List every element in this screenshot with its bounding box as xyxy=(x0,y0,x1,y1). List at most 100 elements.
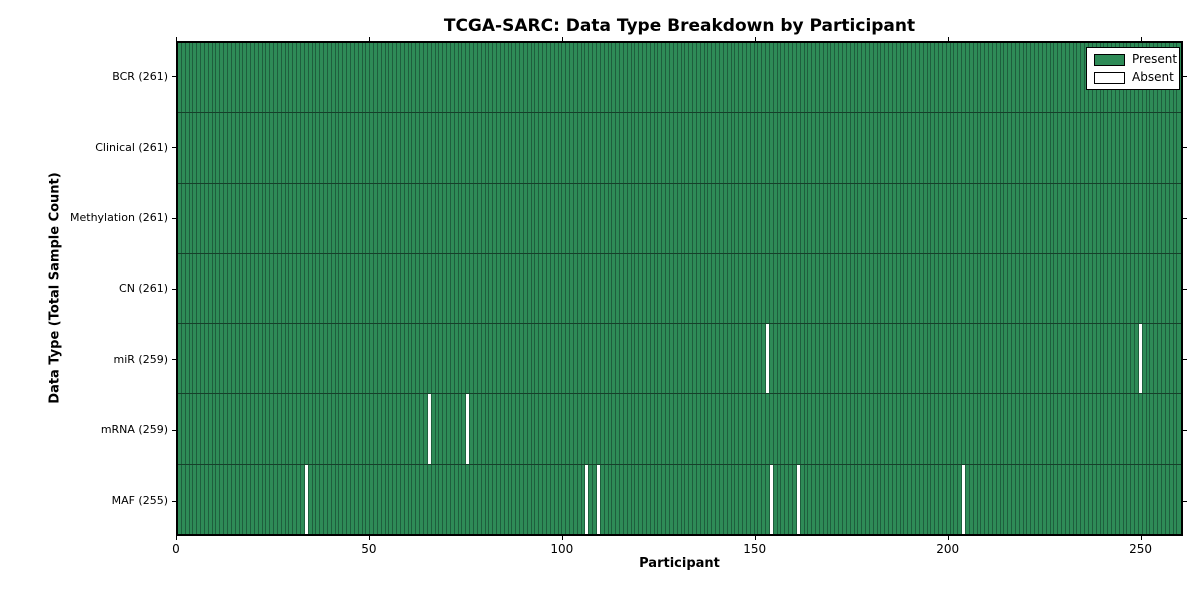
heatmap-cell-present xyxy=(758,324,763,394)
heatmap-cell-present xyxy=(581,394,586,464)
heatmap-cell-present xyxy=(600,113,605,183)
heatmap-cell-present xyxy=(942,464,947,534)
heatmap-cell-present xyxy=(800,394,805,464)
heatmap-cell-present xyxy=(877,113,882,183)
heatmap-cell-present xyxy=(1023,394,1028,464)
heatmap-cell-present xyxy=(658,464,663,534)
heatmap-cell-present xyxy=(1142,324,1147,394)
heatmap-cell-present xyxy=(466,253,471,324)
y-tick-label: Methylation (261) xyxy=(70,211,168,225)
heatmap-cell-present xyxy=(235,113,240,183)
heatmap-cell-present xyxy=(696,324,701,394)
heatmap-cell-present xyxy=(954,253,959,324)
heatmap-cell-present xyxy=(681,113,686,183)
heatmap-cell-present xyxy=(420,324,424,394)
heatmap-cell-present xyxy=(916,464,920,534)
heatmap-cell-present xyxy=(1073,324,1078,394)
heatmap-cell-present xyxy=(1004,394,1009,464)
heatmap-cell-present xyxy=(850,394,855,464)
heatmap-cell-present xyxy=(919,43,924,113)
heatmap-cell-present xyxy=(777,43,782,113)
heatmap-cell-present xyxy=(916,183,920,253)
x-tick-top xyxy=(176,37,177,41)
heatmap-cell-present xyxy=(581,324,586,394)
heatmap-cell-present xyxy=(397,253,401,324)
heatmap-cell-present xyxy=(989,253,993,324)
heatmap-cell-present xyxy=(981,183,986,253)
heatmap-cell-present xyxy=(504,394,509,464)
heatmap-cell-present xyxy=(1023,113,1028,183)
heatmap-cell-present xyxy=(796,253,801,324)
heatmap-cell-present xyxy=(281,183,286,253)
heatmap-cell-present xyxy=(1142,253,1147,324)
heatmap-cell-present xyxy=(523,394,528,464)
heatmap-cell-present xyxy=(612,43,617,113)
heatmap-cell-present xyxy=(400,324,405,394)
heatmap-cell-present xyxy=(1127,113,1132,183)
heatmap-cell-present xyxy=(596,113,601,183)
heatmap-cell-present xyxy=(835,113,840,183)
heatmap-cell-present xyxy=(370,324,375,394)
heatmap-cell-present xyxy=(596,394,601,464)
heatmap-cell-present xyxy=(1096,113,1101,183)
heatmap-cell-present xyxy=(1112,394,1116,464)
heatmap-cell-present xyxy=(254,464,259,534)
heatmap-cell-present xyxy=(743,113,747,183)
heatmap-cell-present xyxy=(500,253,505,324)
heatmap-cell-present xyxy=(827,253,832,324)
heatmap-cell-present xyxy=(454,113,459,183)
heatmap-cell-present xyxy=(251,464,255,534)
y-tick-right xyxy=(1183,217,1187,219)
heatmap-cell-present xyxy=(504,324,509,394)
heatmap-cell-present xyxy=(589,113,594,183)
heatmap-cell-present xyxy=(954,43,959,113)
heatmap-cell-present xyxy=(1104,113,1109,183)
heatmap-cell-present xyxy=(896,324,901,394)
heatmap-cell-present xyxy=(358,464,363,534)
heatmap-cell-present xyxy=(339,394,344,464)
heatmap-cell-present xyxy=(854,113,859,183)
heatmap-cell-present xyxy=(500,464,505,534)
heatmap-cell-present xyxy=(939,113,943,183)
heatmap-cell-present xyxy=(908,43,913,113)
heatmap-cell-present xyxy=(1123,464,1128,534)
heatmap-cell-present xyxy=(950,464,955,534)
heatmap-cell-present xyxy=(420,464,424,534)
heatmap-cell-present xyxy=(827,324,832,394)
heatmap-cell-present xyxy=(842,113,847,183)
heatmap-cell-present xyxy=(892,183,897,253)
heatmap-cell-present xyxy=(270,324,275,394)
x-tick xyxy=(947,536,949,540)
heatmap-cell-present xyxy=(881,394,886,464)
heatmap-cell-present xyxy=(923,394,928,464)
heatmap-cell-present xyxy=(916,253,920,324)
heatmap-cell-present xyxy=(262,324,267,394)
heatmap-cell-present xyxy=(377,464,382,534)
heatmap-cell-present xyxy=(366,464,371,534)
heatmap-cell-present xyxy=(919,253,924,324)
heatmap-cell-present xyxy=(347,253,351,324)
heatmap-cell-present xyxy=(819,43,824,113)
heatmap-cell-present xyxy=(473,253,478,324)
heatmap-cell-present xyxy=(927,464,932,534)
heatmap-cell-present xyxy=(1131,183,1136,253)
heatmap-cell-present xyxy=(512,183,517,253)
heatmap-cell-present xyxy=(666,394,670,464)
heatmap-cell-present xyxy=(320,113,325,183)
heatmap-cell-present xyxy=(585,113,590,183)
heatmap-cell-present xyxy=(531,394,536,464)
heatmap-cell-present xyxy=(343,43,348,113)
heatmap-cell-present xyxy=(781,43,786,113)
heatmap-cell-present xyxy=(1008,43,1013,113)
heatmap-cell-present xyxy=(773,394,778,464)
heatmap-cell-present xyxy=(1012,113,1016,183)
heatmap-cell-present xyxy=(700,324,705,394)
heatmap-cell-present xyxy=(758,43,763,113)
heatmap-cell-present xyxy=(1100,253,1105,324)
heatmap-cell-present xyxy=(1008,394,1013,464)
heatmap-cell-present xyxy=(1015,324,1020,394)
heatmap-cell-present xyxy=(816,43,820,113)
heatmap-cell-present xyxy=(431,43,436,113)
heatmap-cell-present xyxy=(643,43,647,113)
heatmap-cell-present xyxy=(189,113,194,183)
